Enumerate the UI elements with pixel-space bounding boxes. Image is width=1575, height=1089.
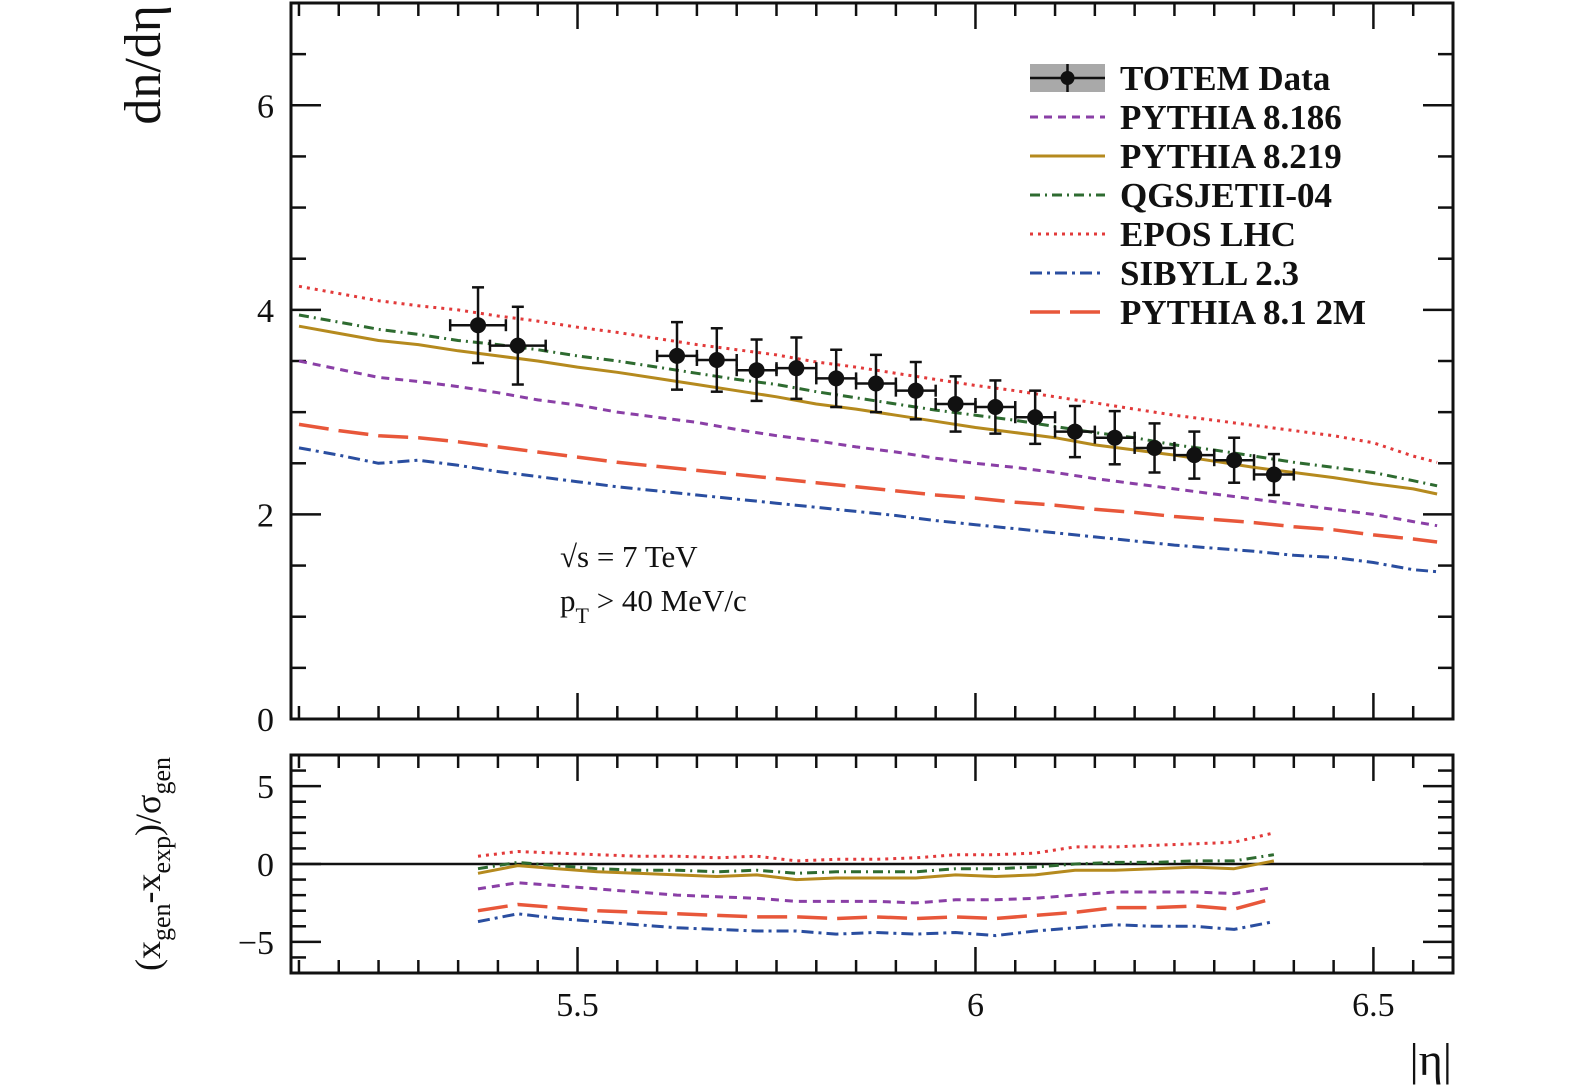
- main-y-tick-label: 6: [257, 88, 274, 125]
- data-point-marker: [1226, 452, 1243, 469]
- legend-item-pythia-8-186: PYTHIA 8.186: [1030, 98, 1342, 137]
- data-point: [1212, 436, 1256, 484]
- ratio-series-pythia-8-186: [477, 881, 1275, 905]
- ratio-y-axis-label: (xgen-xexp)/σgen: [128, 757, 176, 971]
- data-point-marker: [987, 399, 1004, 416]
- data-point: [775, 336, 818, 401]
- data-point: [1053, 404, 1097, 459]
- ratio-y-tick-label: 0: [257, 847, 274, 884]
- legend-item-qgsjetii-04: QGSJETII-04: [1030, 176, 1332, 215]
- data-point: [815, 348, 858, 409]
- data-point-marker: [788, 360, 805, 377]
- data-point-marker: [947, 395, 964, 412]
- x-tick-label: 6.5: [1352, 987, 1395, 1024]
- main-series-epos-lhc: [298, 284, 1438, 464]
- legend-item-totem-data: TOTEM Data: [1030, 59, 1330, 98]
- ratio-series-pythia-8-1-2m: [477, 896, 1275, 921]
- data-point: [448, 286, 508, 365]
- data-point-marker: [1027, 409, 1044, 426]
- data-point-marker: [1106, 429, 1123, 446]
- ratio-axis-ticks: [291, 755, 1455, 973]
- ratio-y-label-part: exp: [147, 836, 176, 874]
- legend-label: PYTHIA 8.186: [1120, 98, 1342, 137]
- pt-annotation-main: p: [560, 583, 576, 618]
- legend-label: EPOS LHC: [1120, 215, 1296, 254]
- ratio-y-tick-label: −5: [238, 925, 274, 962]
- pt-annotation-sub: T: [576, 603, 590, 628]
- main-y-tick-label: 2: [257, 497, 274, 534]
- data-point: [934, 375, 977, 433]
- data-point-marker: [509, 337, 526, 354]
- pt-cut-annotation: pT > 40 MeV/c: [560, 583, 747, 628]
- ratio-series-qgsjetii-04: [477, 853, 1275, 875]
- ratio-model-curves: [477, 831, 1275, 938]
- main-axis-ticks: [291, 3, 1455, 719]
- energy-annotation: √s = 7 TeV: [560, 539, 698, 574]
- main-series-pythia-8-1-2m: [298, 422, 1438, 544]
- data-point-marker: [669, 347, 686, 364]
- legend-item-pythia-8-1-2m: PYTHIA 8.1 2M: [1030, 293, 1366, 332]
- main-y-tick-labels: 0 2 4 6: [257, 88, 274, 739]
- data-point: [1173, 430, 1216, 480]
- data-point-marker: [867, 375, 884, 392]
- ratio-y-label-part: (x: [128, 941, 168, 971]
- ratio-series-sibyll-2-3: [477, 912, 1275, 938]
- data-point-marker: [828, 370, 845, 387]
- data-point-marker: [907, 382, 924, 399]
- data-point-marker: [748, 362, 765, 379]
- legend-item-pythia-8-219: PYTHIA 8.219: [1030, 137, 1342, 176]
- data-point-marker: [1186, 447, 1203, 464]
- ratio-y-label-part: )/σ: [128, 795, 168, 836]
- data-point: [1252, 452, 1296, 497]
- data-point-marker: [1066, 423, 1083, 440]
- ratio-series-pythia-8-219: [477, 859, 1275, 882]
- x-tick-label: 5.5: [556, 987, 599, 1024]
- ratio-series-epos-lhc: [477, 831, 1275, 863]
- data-point-marker: [470, 317, 487, 334]
- main-plot-frame: [289, 1, 1455, 721]
- x-axis-label: |η|: [1410, 1034, 1452, 1085]
- x-tick-labels: 5.5 6 6.5: [556, 987, 1394, 1024]
- totem-data-points: [448, 286, 1296, 497]
- data-point-marker: [1265, 466, 1282, 483]
- ratio-panel: −505 5.5 6 6.5 (xgen-xexp)/σgen |η|: [128, 753, 1455, 1085]
- legend-item-epos-lhc: EPOS LHC: [1030, 215, 1296, 254]
- data-point: [974, 379, 1017, 435]
- x-tick-label: 6: [967, 987, 984, 1024]
- legend-label: PYTHIA 8.1 2M: [1120, 293, 1366, 332]
- data-point: [695, 327, 738, 393]
- main-series-sibyll-2-3: [298, 446, 1438, 574]
- pt-annotation-rest: > 40 MeV/c: [589, 583, 747, 618]
- legend-label: SIBYLL 2.3: [1120, 254, 1299, 293]
- data-point: [894, 360, 937, 421]
- ratio-y-tick-labels: −5 0 5: [238, 769, 274, 962]
- main-series-pythia-8-219: [298, 324, 1438, 496]
- main-series-qgsjetii-04: [298, 313, 1438, 488]
- data-point: [1093, 409, 1136, 466]
- main-series-pythia-8-186: [298, 359, 1438, 528]
- main-y-tick-label: 4: [257, 293, 274, 330]
- data-point: [488, 305, 547, 386]
- main-y-axis-label: dn/dη: [115, 5, 172, 125]
- data-point: [1133, 422, 1176, 474]
- legend-item-sibyll-2-3: SIBYLL 2.3: [1030, 254, 1299, 293]
- legend-label: QGSJETII-04: [1120, 176, 1332, 215]
- legend-swatch-marker: [1060, 71, 1075, 85]
- ratio-y-tick-label: 5: [257, 769, 274, 806]
- data-point-marker: [708, 351, 725, 368]
- legend-label: PYTHIA 8.219: [1120, 137, 1342, 176]
- main-y-tick-label: 0: [257, 702, 274, 739]
- ratio-plot-frame: [289, 753, 1455, 975]
- ratio-y-label-part: -x: [128, 873, 168, 903]
- ratio-y-label-part: gen: [147, 903, 176, 941]
- data-point-marker: [1146, 439, 1163, 456]
- legend-label: TOTEM Data: [1120, 59, 1330, 98]
- data-point: [1014, 389, 1057, 446]
- ratio-y-label-part: gen: [147, 757, 176, 795]
